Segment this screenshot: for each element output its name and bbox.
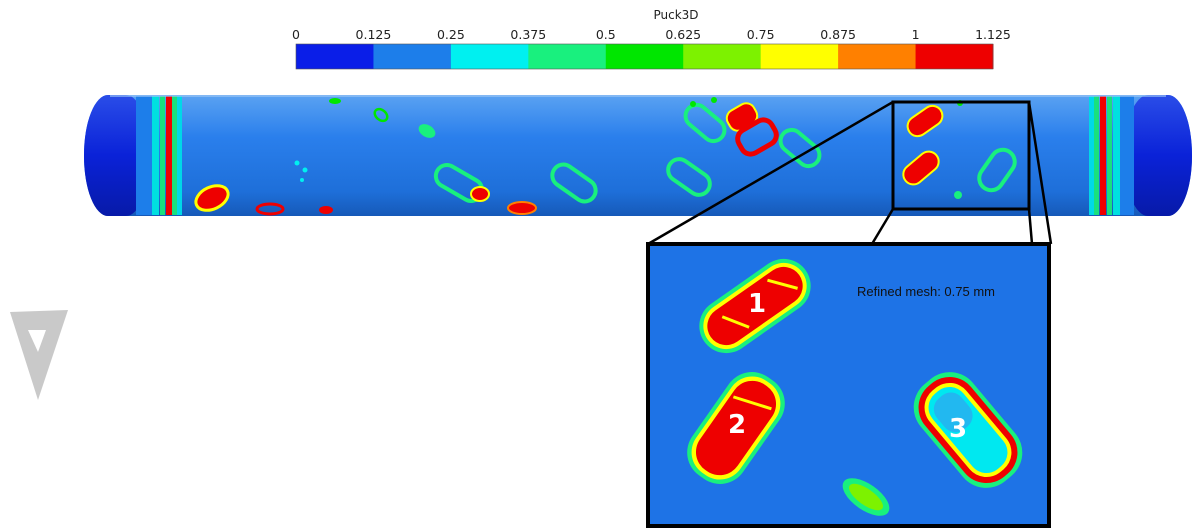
defect-2 (687, 372, 785, 484)
right-cap-band-red (1100, 96, 1106, 215)
right-cap-band-cyan (1113, 96, 1120, 215)
left-end-cap (84, 95, 150, 216)
spot (319, 206, 333, 214)
legend-tick-label: 0.125 (356, 27, 392, 42)
cylinder-body (84, 95, 1192, 216)
detail-region-box (891, 100, 1031, 211)
legend-band (838, 44, 917, 69)
left-cap-band-red (166, 96, 172, 215)
legend-tick-label: 0.625 (665, 27, 701, 42)
legend-tick-label: 0.375 (510, 27, 546, 42)
spot (550, 162, 598, 204)
legend-tick-label: 1.125 (975, 27, 1011, 42)
small-defect (842, 478, 890, 516)
defect-1 (699, 258, 811, 354)
cylinder-model (84, 95, 1192, 216)
spot (194, 184, 230, 212)
legend-band (760, 44, 839, 69)
legend-bands (296, 44, 994, 69)
left-cap-band-mid (136, 96, 152, 215)
legend-band (373, 44, 452, 69)
defect-1-marker: 1 (748, 289, 766, 319)
spot (683, 102, 727, 144)
spot (329, 98, 341, 104)
defect-3 (913, 372, 1023, 488)
defect-3-marker: 3 (949, 414, 967, 444)
left-cap-band-green (160, 96, 165, 215)
defect-2-crack (732, 395, 772, 411)
legend-tick-label: 0.5 (596, 27, 616, 42)
defect-3-shade (933, 392, 973, 433)
spot (666, 157, 712, 197)
legend-tick-label: 0.875 (820, 27, 856, 42)
spot (470, 186, 490, 202)
spot (507, 201, 537, 215)
connector-line (1027, 208, 1034, 245)
legend-band (450, 44, 529, 69)
right-cap-band-green-2 (1094, 96, 1099, 215)
damage-spots (194, 97, 1017, 216)
zoom-inset: 1 2 3 Refined mesh: 0.75 mm (646, 242, 1051, 528)
spot (906, 104, 944, 138)
legend-title: Puck3D (653, 8, 698, 22)
logo-shape (10, 310, 68, 400)
right-cap-band-mid (1120, 96, 1134, 215)
legend-band (915, 44, 994, 69)
left-cap-band-green-2 (172, 96, 177, 215)
colorbar-legend: Puck3D 0 0.125 0.25 0.375 0.5 0.625 0.75 0.875 1… (292, 8, 1011, 70)
legend-border (295, 43, 994, 70)
zoom-connector-lines (647, 100, 1053, 246)
spot (690, 101, 696, 107)
legend-tick-label: 1 (912, 27, 920, 42)
spot (294, 160, 300, 166)
small-defect-core (848, 483, 884, 511)
legend-tick-label: 0.75 (747, 27, 775, 42)
spot (735, 117, 779, 157)
legend-band (605, 44, 684, 69)
spot (302, 167, 308, 173)
spot (300, 178, 304, 182)
legend-tick-label: 0.25 (437, 27, 465, 42)
spot (373, 107, 389, 123)
defect-2-marker: 2 (728, 410, 746, 440)
spot (255, 202, 285, 216)
watermark-logo (10, 310, 68, 400)
defect-1-core (707, 266, 803, 346)
right-cap-band-green (1107, 96, 1112, 215)
left-cap-band-cyan (152, 96, 159, 215)
legend-band (683, 44, 762, 69)
right-end-cap (1124, 95, 1192, 216)
right-cap-band-cyan-2 (1089, 96, 1094, 215)
legend-tick-label: 0 (292, 27, 300, 42)
connector-line (1027, 101, 1053, 245)
spot (902, 150, 940, 186)
left-cap-band-cyan-2 (177, 96, 182, 215)
refined-mesh-note: Refined mesh: 0.75 mm (857, 284, 995, 299)
spot (954, 191, 962, 199)
defect-1-crack (721, 315, 750, 329)
legend-band (296, 44, 374, 69)
spot (418, 124, 436, 138)
defect-1-crack (767, 278, 798, 290)
connector-line (647, 100, 894, 246)
connector-line (870, 208, 895, 245)
legend-band (528, 44, 607, 69)
spot (977, 147, 1017, 193)
spot (711, 97, 717, 103)
legend-tick-labels: 0 0.125 0.25 0.375 0.5 0.625 0.75 0.875 1 1.125 (292, 27, 1011, 42)
spot (778, 127, 822, 169)
